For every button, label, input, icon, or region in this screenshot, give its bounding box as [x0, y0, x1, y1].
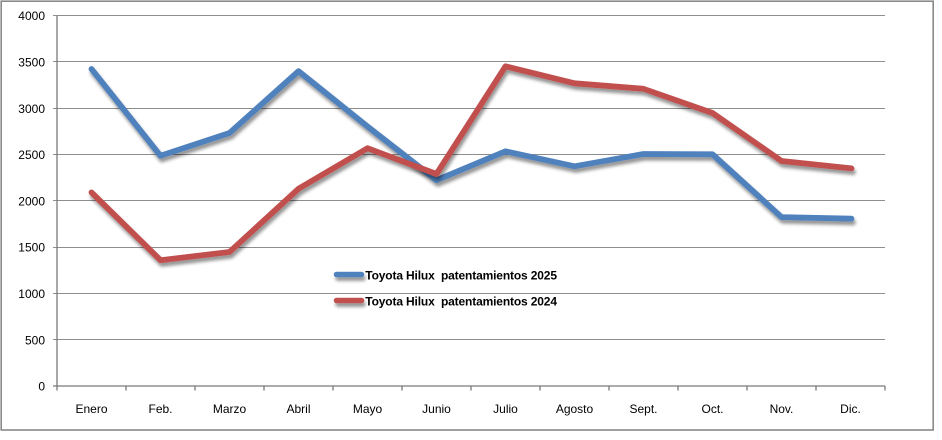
svg-text:1500: 1500 — [18, 241, 45, 255]
svg-text:Dic.: Dic. — [840, 402, 861, 416]
svg-text:Junio: Junio — [422, 402, 451, 416]
svg-text:Toyota Hilux patentamientos 2: Toyota Hilux patentamientos 2025 — [365, 269, 557, 283]
svg-text:Julio: Julio — [493, 402, 518, 416]
svg-text:Marzo: Marzo — [213, 402, 247, 416]
svg-text:Abril: Abril — [286, 402, 310, 416]
svg-text:Feb.: Feb. — [148, 402, 172, 416]
svg-text:Agosto: Agosto — [556, 402, 594, 416]
svg-text:Enero: Enero — [75, 402, 107, 416]
svg-text:Mayo: Mayo — [353, 402, 383, 416]
svg-text:4000: 4000 — [18, 9, 45, 23]
svg-text:Toyota Hilux patentamientos 2: Toyota Hilux patentamientos 2024 — [365, 295, 557, 309]
svg-text:3500: 3500 — [18, 56, 45, 70]
svg-text:0: 0 — [38, 380, 45, 394]
svg-text:3000: 3000 — [18, 102, 45, 116]
svg-text:500: 500 — [25, 333, 45, 347]
svg-text:2500: 2500 — [18, 148, 45, 162]
svg-text:Nov.: Nov. — [770, 402, 794, 416]
svg-text:Sept.: Sept. — [629, 402, 657, 416]
svg-text:Oct.: Oct. — [701, 402, 723, 416]
svg-text:1000: 1000 — [18, 287, 45, 301]
svg-text:2000: 2000 — [18, 194, 45, 208]
